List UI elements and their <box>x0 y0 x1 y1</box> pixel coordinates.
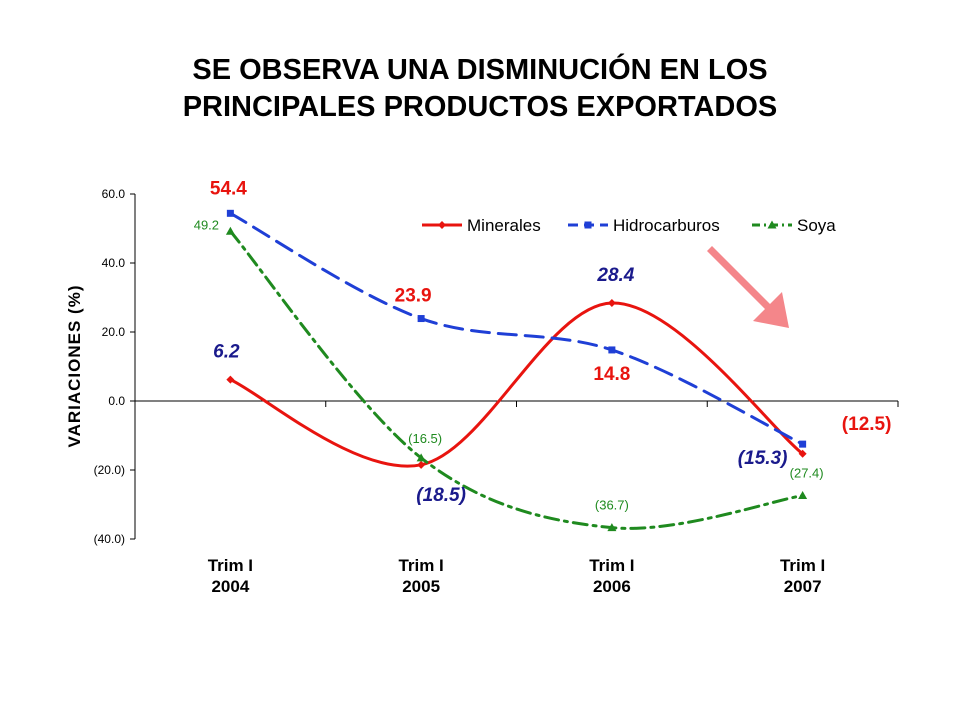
x-category-label-line: Trim I <box>780 556 825 575</box>
legend-marker-minerales <box>438 221 446 229</box>
chart-legend: Minerales Hidrocarburos Soya <box>422 216 836 235</box>
y-axis-title: VARIACIONES (%) <box>65 285 84 448</box>
data-point-minerales <box>226 375 235 384</box>
slide-title: SE OBSERVA UNA DISMINUCIÓN EN LOS PRINCI… <box>80 52 880 126</box>
series-line-soya <box>228 229 805 530</box>
data-label-hidrocarburos: (12.5) <box>842 414 892 435</box>
legend-marker-soya <box>767 220 777 229</box>
data-label-minerales: 28.4 <box>596 265 634 286</box>
data-label-minerales: (15.3) <box>738 448 788 469</box>
x-category-label-line: 2006 <box>593 577 631 596</box>
trend-arrow <box>696 246 789 328</box>
data-point-soya <box>225 226 235 235</box>
legend-label-hidrocarburos: Hidrocarburos <box>613 216 720 235</box>
y-tick-label: 40.0 <box>102 256 126 270</box>
x-category-label: Trim I 2004 <box>208 556 253 596</box>
y-tick-label: (40.0) <box>94 532 125 546</box>
title-line-2: PRINCIPALES PRODUCTOS EXPORTADOS <box>182 91 778 123</box>
x-category-label-line: 2004 <box>211 577 249 596</box>
x-category-label-line: Trim I <box>589 556 634 575</box>
x-category-label-line: 2007 <box>784 577 822 596</box>
data-point-minerales <box>417 460 426 469</box>
x-category-label: Trim I 2007 <box>780 556 825 596</box>
chart-annotation <box>696 246 789 328</box>
data-point-soya <box>798 491 808 500</box>
y-tick-label: (20.0) <box>94 463 125 477</box>
data-label-minerales: (18.5) <box>416 485 466 506</box>
x-category-label-line: Trim I <box>398 556 443 575</box>
data-point-minerales <box>798 449 807 458</box>
chart-data-labels: 6.2 (18.5) 28.4 (15.3) 54.4 23.9 14.8 (12.5) 49.… <box>194 178 892 512</box>
chart-markers <box>225 209 808 532</box>
y-tick-label: 20.0 <box>102 325 126 339</box>
data-label-soya: (27.4) <box>790 466 824 481</box>
data-label-hidrocarburos: 54.4 <box>210 178 247 199</box>
legend-label-minerales: Minerales <box>467 216 541 235</box>
chart-axes: 60.040.020.00.0(20.0)(40.0)Trim I 2004Tri… <box>65 187 899 596</box>
legend-label-soya: Soya <box>797 216 836 235</box>
chart-series-lines <box>228 211 805 530</box>
data-point-minerales <box>607 299 616 308</box>
data-point-soya <box>607 523 617 532</box>
y-tick-label: 0.0 <box>108 394 125 408</box>
title-line-1: SE OBSERVA UNA DISMINUCIÓN EN LOS <box>192 54 768 86</box>
x-category-label: Trim I 2006 <box>589 556 634 596</box>
data-label-hidrocarburos: 14.8 <box>593 364 630 385</box>
x-category-label-line: 2005 <box>402 577 440 596</box>
data-point-hidrocarburos <box>417 315 425 323</box>
x-category-label-line: Trim I <box>208 556 253 575</box>
legend-marker-hidrocarburos <box>584 221 592 229</box>
data-point-soya <box>416 453 426 462</box>
x-category-label: Trim I 2005 <box>398 556 443 596</box>
data-point-hidrocarburos <box>799 440 807 448</box>
data-label-soya: (16.5) <box>408 431 442 446</box>
series-line-hidrocarburos <box>228 211 805 446</box>
data-point-hidrocarburos <box>608 346 616 354</box>
data-point-hidrocarburos <box>226 209 234 217</box>
data-label-soya: (36.7) <box>595 498 629 513</box>
y-tick-label: 60.0 <box>102 187 126 201</box>
data-label-soya: 49.2 <box>194 217 219 232</box>
series-line-minerales <box>228 301 805 468</box>
data-label-minerales: 6.2 <box>213 342 240 363</box>
data-label-hidrocarburos: 23.9 <box>395 286 432 307</box>
